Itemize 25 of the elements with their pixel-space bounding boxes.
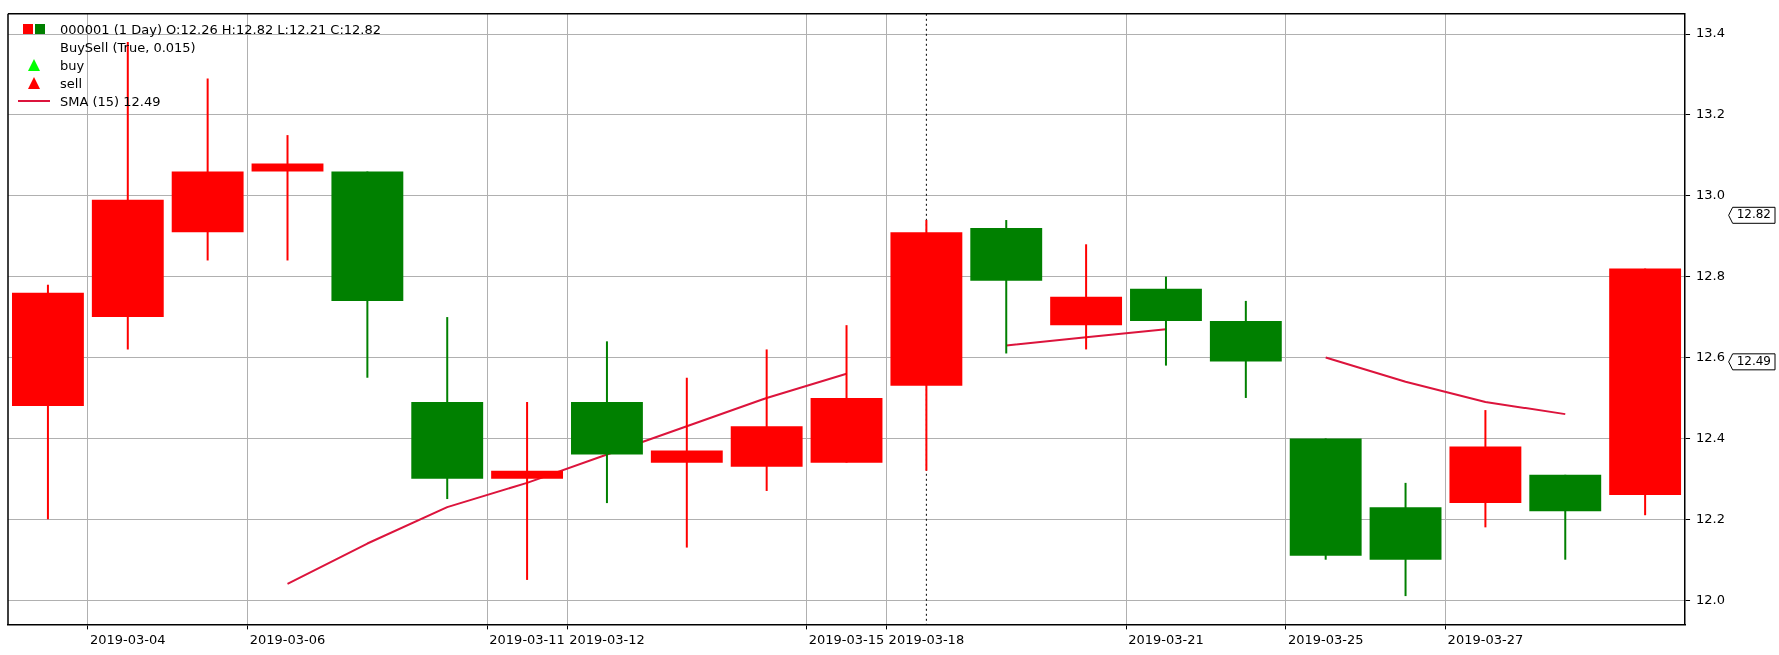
legend-label: sell — [60, 74, 82, 92]
y-tick-label: 13.2 — [1696, 106, 1726, 122]
y-tick-label: 12.8 — [1696, 268, 1726, 284]
y-tick-label: 13.0 — [1696, 187, 1726, 203]
y-tick-label: 12.4 — [1696, 429, 1726, 445]
x-tick-label: 2019-03-12 — [569, 631, 645, 647]
y-tick-label: 13.4 — [1696, 25, 1726, 41]
x-tick-label: 2019-03-04 — [90, 631, 166, 647]
legend-label: buy — [60, 56, 85, 74]
text: 12.49 — [1736, 353, 1772, 368]
x-tick-label: 2019-03-27 — [1447, 631, 1524, 647]
legend-label: 000001 (1 Day) O:12.26 H:12.82 L:12.21 C:12.82 — [60, 20, 381, 38]
x-tick-label: 2019-03-06 — [249, 631, 326, 647]
text: 12.82 — [1736, 207, 1772, 222]
x-tick-label: 2019-03-15 — [808, 631, 885, 647]
x-tick-label: 2019-03-18 — [888, 631, 965, 647]
candlestick — [251, 135, 324, 261]
x-tick-label: 2019-03-11 — [489, 631, 565, 647]
y-tick-label: 12.2 — [1696, 510, 1726, 526]
x-tick-label: 2019-03-21 — [1128, 631, 1204, 647]
y-tick-label: 12.0 — [1696, 591, 1726, 607]
x-tick-label: 2019-03-25 — [1287, 631, 1364, 647]
candlestick — [491, 402, 564, 580]
candlestick — [650, 377, 723, 548]
y-tick-label: 12.6 — [1696, 348, 1726, 364]
